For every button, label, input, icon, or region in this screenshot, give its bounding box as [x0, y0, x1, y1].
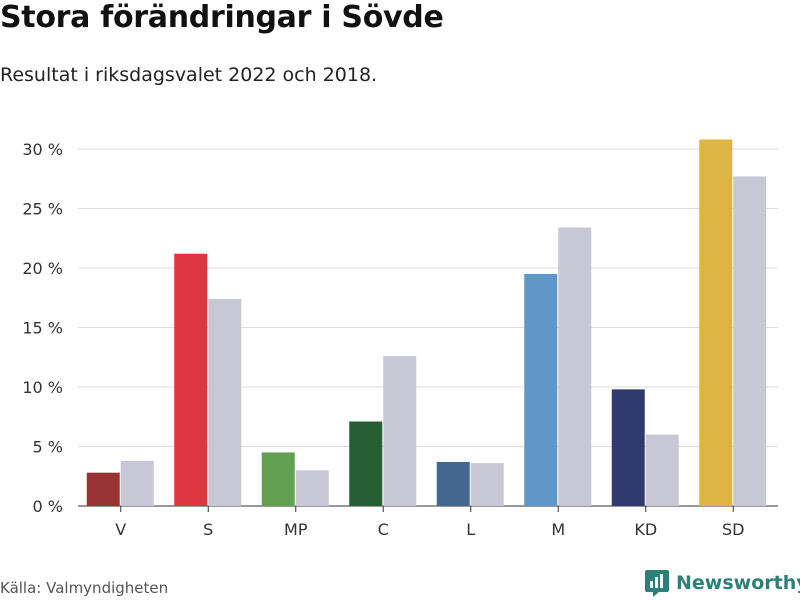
y-tick-label: 15 % — [22, 319, 63, 338]
source-note: Källa: Valmyndigheten — [0, 579, 169, 597]
bar-2022 — [349, 421, 383, 506]
bar-2022 — [524, 273, 558, 506]
bar-2022 — [86, 472, 120, 506]
y-tick-label: 5 % — [33, 438, 63, 457]
x-tick-label: MP — [284, 520, 308, 539]
bar-2018 — [470, 463, 504, 506]
x-tick-label: KD — [634, 520, 657, 539]
bar-2018 — [383, 356, 417, 506]
brand-logo: Newsworthy — [644, 568, 800, 598]
bar-2018 — [208, 298, 242, 506]
brand-name: Newsworthy — [676, 572, 800, 594]
bar-2018 — [733, 176, 767, 506]
bar-2022 — [611, 389, 645, 506]
bar-2018 — [558, 227, 592, 506]
x-tick-label: L — [466, 520, 475, 539]
x-tick-label: SD — [722, 520, 744, 539]
x-tick-label: C — [378, 520, 389, 539]
y-tick-label: 25 % — [22, 200, 63, 219]
x-tick-label: S — [203, 520, 213, 539]
x-tick-label: M — [551, 520, 565, 539]
bar-2022 — [261, 452, 295, 506]
x-tick-label: V — [115, 520, 126, 539]
bar-2018 — [295, 470, 329, 506]
y-tick-label: 20 % — [22, 259, 63, 278]
bar-2018 — [120, 460, 154, 506]
chart-subtitle: Resultat i riksdagsvalet 2022 och 2018. — [0, 64, 378, 86]
bar-2022 — [699, 139, 733, 507]
newsworthy-logo-icon — [645, 570, 669, 597]
bar-2018 — [645, 434, 679, 506]
bar-chart: 0 % 5 % 10 % 15 % 20 % 25 % 30 % V S MP C L M KD SD — [22, 139, 778, 539]
bar-2022 — [174, 253, 208, 506]
y-tick-label: 30 % — [22, 140, 63, 159]
y-tick-label: 10 % — [22, 378, 63, 397]
chart-title: Stora förändringar i Sövde — [0, 0, 444, 35]
y-tick-label: 0 % — [33, 497, 63, 516]
bar-2022 — [436, 461, 470, 506]
